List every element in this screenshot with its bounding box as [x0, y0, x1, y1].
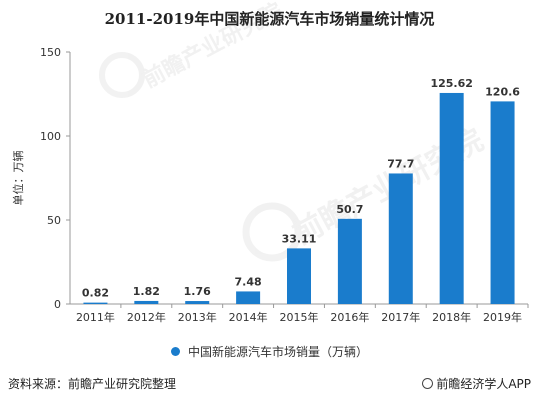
bar	[439, 92, 464, 304]
bar	[83, 302, 108, 304]
y-tick-label: 150	[40, 46, 61, 59]
data-label: 125.62	[430, 77, 472, 90]
qianzhan-logo-icon	[422, 378, 434, 389]
x-tick-label: 2019年	[483, 310, 522, 324]
x-tick-label: 2011年	[76, 310, 115, 324]
x-tick-label: 2015年	[280, 310, 319, 324]
bar	[287, 248, 311, 304]
bar	[236, 291, 261, 304]
bar	[337, 218, 362, 304]
footer-brand: 前瞻经济学人APP	[422, 375, 531, 392]
x-tick-label: 2012年	[127, 310, 166, 324]
data-label: 33.11	[282, 232, 317, 245]
bar	[134, 300, 159, 304]
chart-title: 2011-2019年中国新能源汽车市场销量统计情况	[104, 10, 435, 28]
y-tick-label: 100	[40, 130, 61, 143]
x-tick-label: 2018年	[432, 310, 471, 324]
data-label: 7.48	[235, 275, 262, 288]
bar	[490, 101, 515, 304]
data-label: 120.6	[485, 85, 520, 98]
data-label: 1.82	[133, 285, 160, 298]
legend-label: 中国新能源汽车市场销量（万辆）	[187, 345, 368, 359]
watermark-logo: 前瞻产业研究院	[99, 0, 287, 98]
watermark-text-1: 前瞻产业研究院	[139, 0, 287, 93]
y-tick-label: 0	[54, 298, 61, 311]
y-axis-title: 单位：万辆	[11, 151, 25, 206]
data-label: 77.7	[387, 157, 414, 170]
x-tick-label: 2016年	[330, 310, 369, 324]
footer-source: 资料来源：前瞻产业研究院整理	[8, 377, 177, 391]
data-label: 0.82	[82, 287, 109, 300]
y-tick-label: 50	[47, 214, 61, 227]
data-label: 50.7	[336, 203, 363, 216]
legend-swatch	[170, 347, 180, 356]
bar	[388, 173, 413, 304]
data-label: 1.76	[184, 285, 211, 298]
x-tick-label: 2013年	[178, 310, 217, 324]
bar	[185, 301, 210, 304]
footer-brand-label: 前瞻经济学人APP	[436, 377, 531, 391]
legend: 中国新能源汽车市场销量（万辆）	[0, 343, 539, 360]
x-tick-label: 2017年	[381, 310, 420, 324]
x-tick-label: 2014年	[229, 310, 268, 324]
